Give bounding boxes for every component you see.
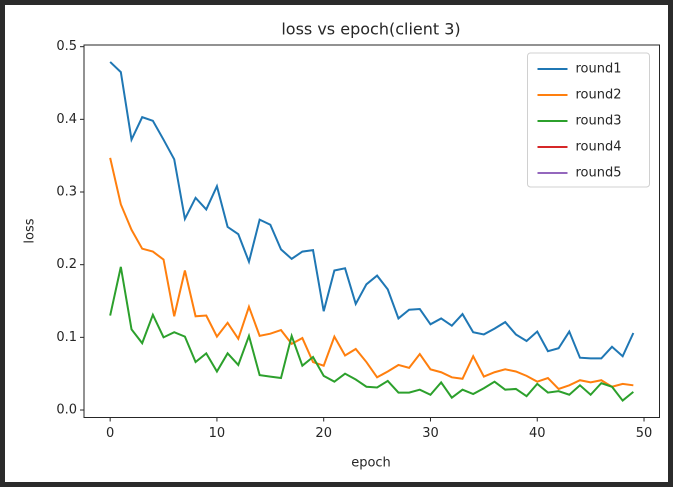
y-tick-label: 0.0 [56, 403, 77, 418]
x-tick-label: 0 [106, 426, 114, 441]
legend-label: round1 [576, 62, 622, 77]
plot-frame [83, 44, 660, 418]
x-tick-label: 50 [636, 426, 653, 441]
y-tick-label: 0.2 [56, 257, 77, 272]
line [109, 61, 635, 360]
legend-box [527, 52, 650, 188]
x-tick-label: 30 [422, 426, 439, 441]
y-axis-label: loss [23, 218, 38, 243]
chart-title: loss vs epoch(client 3) [281, 20, 460, 39]
line [109, 157, 634, 391]
x-tick-label: 10 [209, 426, 226, 441]
legend-label: round3 [576, 114, 622, 129]
y-tick-label: 0.3 [56, 185, 77, 200]
y-tick-label: 0.4 [56, 112, 77, 127]
x-tick-label: 40 [529, 426, 546, 441]
x-tick-label: 20 [315, 426, 332, 441]
y-tick-label: 0.1 [56, 330, 77, 345]
line [109, 266, 634, 402]
legend-label: round2 [576, 88, 622, 103]
legend-label: round4 [576, 140, 622, 155]
x-axis-label: epoch [351, 456, 391, 471]
y-tick-label: 0.5 [56, 39, 77, 54]
legend-label: round5 [576, 166, 622, 181]
